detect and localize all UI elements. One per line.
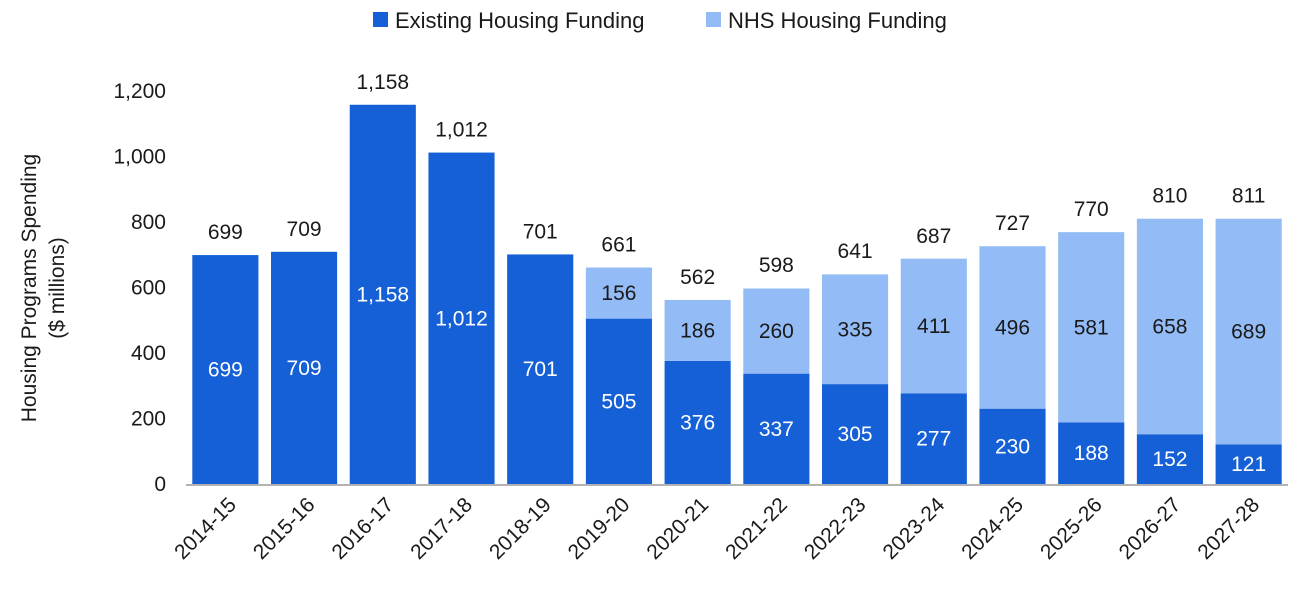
bar-total-label: 699: [208, 221, 243, 244]
y-tick-label: 400: [131, 342, 166, 365]
bar-segment: [1136, 434, 1203, 484]
bar-total-label: 641: [838, 240, 873, 263]
bar-segment: [822, 384, 889, 484]
y-tick-label: 200: [131, 408, 166, 431]
y-tick-label: 800: [131, 211, 166, 234]
x-tick-label: 2017-18: [406, 493, 477, 564]
y-tick-label: 600: [131, 277, 166, 300]
bar-total-label: 562: [680, 266, 715, 289]
bar-total-label: 1,158: [357, 71, 410, 94]
legend-item-existing: Existing Housing Funding: [373, 8, 644, 33]
bar-segment: [192, 255, 259, 484]
x-tick-label: 2021-22: [721, 493, 792, 564]
x-tick-label: 2024-25: [957, 493, 1028, 564]
bar-value-label: 277: [916, 428, 951, 451]
bar-segment: [585, 318, 652, 484]
bar-value-label: 376: [680, 411, 715, 434]
bar-value-label: 658: [1152, 315, 1187, 338]
bar-segment: [743, 373, 810, 484]
bar-segment: [900, 258, 967, 394]
bar-value-label: 305: [838, 423, 873, 446]
bars: 699 699 709 709 1,158 1,158 1,012 1,012 701 701 50…: [192, 71, 1282, 484]
legend-label-existing: Existing Housing Funding: [395, 8, 644, 33]
bar-value-label: 699: [208, 359, 243, 382]
y-tick-label: 1,000: [113, 146, 166, 169]
bar-value-label: 1,012: [435, 307, 488, 330]
x-tick-label: 2018-19: [485, 493, 556, 564]
bar-segment: [507, 254, 574, 484]
bar-total-label: 598: [759, 254, 794, 277]
y-axis-title-line-2: ($ millions): [46, 237, 69, 339]
bar-total-label: 709: [287, 218, 322, 241]
x-tick-label: 2015-16: [249, 493, 320, 564]
bar-value-label: 689: [1231, 321, 1266, 344]
bar-value-label: 505: [601, 390, 636, 413]
bar-value-label: 581: [1074, 316, 1109, 339]
x-axis-ticks: 2014-15 2015-16 2016-17 2017-18 2018-19 2019-…: [170, 493, 1264, 564]
y-axis-ticks: 0 200 400 600 800 1,000 1,200: [113, 80, 166, 496]
x-tick-label: 2019-20: [564, 493, 635, 564]
bar-value-label: 230: [995, 435, 1030, 458]
bar-segment: [900, 393, 967, 484]
x-tick-label: 2027-28: [1193, 493, 1264, 564]
bar-segment: [664, 360, 731, 484]
bar-segment: [1215, 218, 1282, 445]
legend: Existing Housing Funding NHS Housing Fun…: [373, 8, 947, 33]
bar-segment: [979, 408, 1046, 484]
legend-swatch-existing: [373, 12, 388, 27]
bar-value-label: 260: [759, 320, 794, 343]
legend-swatch-nhs: [706, 12, 721, 27]
bar-segment: [664, 299, 731, 361]
bar-segment: [743, 288, 810, 374]
bar-total-label: 1,012: [435, 119, 488, 142]
bar-segment: [822, 274, 889, 385]
x-tick-label: 2016-17: [328, 493, 399, 564]
x-tick-label: 2025-26: [1036, 493, 1107, 564]
bar-segment: [1136, 218, 1203, 435]
bar-segment: [1215, 444, 1282, 484]
bar-value-label: 121: [1231, 453, 1266, 476]
bar-total-label: 770: [1074, 198, 1109, 221]
bar-segment: [271, 251, 338, 484]
legend-label-nhs: NHS Housing Funding: [728, 8, 947, 33]
bar-value-label: 335: [838, 318, 873, 341]
x-tick-label: 2026-27: [1115, 493, 1186, 564]
bar-total-label: 701: [523, 220, 558, 243]
bar-value-label: 1,158: [357, 283, 410, 306]
legend-item-nhs: NHS Housing Funding: [706, 8, 947, 33]
bar-value-label: 496: [995, 316, 1030, 339]
bar-value-label: 156: [601, 282, 636, 305]
bar-value-label: 186: [680, 319, 715, 342]
x-tick-label: 2014-15: [170, 493, 241, 564]
y-tick-label: 0: [154, 473, 166, 496]
x-tick-label: 2022-23: [800, 493, 871, 564]
bar-segment: [349, 104, 416, 484]
bar-value-label: 701: [523, 358, 558, 381]
bar-total-label: 661: [601, 234, 636, 257]
bar-segment: [979, 246, 1046, 409]
y-axis-title-line-1: Housing Programs Spending: [18, 154, 41, 423]
bar-value-label: 411: [917, 315, 950, 338]
x-tick-label: 2020-21: [642, 493, 713, 564]
bar-value-label: 188: [1074, 442, 1109, 465]
bar-segment: [1058, 422, 1125, 484]
y-tick-label: 1,200: [113, 80, 166, 103]
bar-segment: [585, 267, 652, 319]
bar-value-label: 152: [1152, 448, 1187, 471]
bar-total-label: 687: [916, 225, 951, 248]
bar-value-label: 709: [287, 357, 322, 380]
bar-segment: [428, 152, 495, 484]
bar-segment: [1058, 232, 1125, 423]
x-tick-label: 2023-24: [879, 493, 950, 564]
bar-total-label: 727: [995, 212, 1030, 235]
bar-value-label: 337: [759, 418, 794, 441]
bar-total-label: 810: [1152, 185, 1187, 208]
bar-total-label: 811: [1232, 184, 1265, 207]
